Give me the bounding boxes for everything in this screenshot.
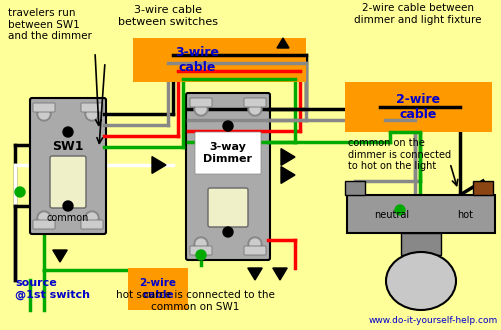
Circle shape: [87, 213, 97, 223]
Text: 3-wire cable
between switches: 3-wire cable between switches: [118, 5, 217, 27]
Circle shape: [37, 211, 51, 225]
Polygon shape: [272, 268, 287, 280]
Circle shape: [195, 104, 205, 114]
FancyBboxPatch shape: [400, 233, 440, 255]
Circle shape: [87, 109, 97, 119]
Ellipse shape: [385, 252, 455, 310]
Text: common: common: [47, 213, 89, 223]
Text: neutral: neutral: [374, 210, 409, 220]
Circle shape: [85, 107, 99, 121]
Circle shape: [247, 237, 262, 251]
Circle shape: [85, 211, 99, 225]
Circle shape: [193, 237, 207, 251]
Text: 2-wire cable between
dimmer and light fixture: 2-wire cable between dimmer and light fi…: [354, 3, 481, 25]
Circle shape: [222, 121, 232, 131]
Text: hot: hot: [456, 210, 472, 220]
Circle shape: [39, 213, 49, 223]
Text: 3-wire
cable: 3-wire cable: [175, 46, 218, 74]
Circle shape: [193, 102, 207, 116]
FancyBboxPatch shape: [186, 93, 270, 260]
FancyBboxPatch shape: [194, 132, 261, 174]
FancyBboxPatch shape: [50, 156, 86, 208]
FancyBboxPatch shape: [81, 220, 103, 229]
Text: 2-wire
cable: 2-wire cable: [139, 278, 176, 300]
Circle shape: [247, 102, 262, 116]
FancyBboxPatch shape: [344, 82, 491, 132]
Circle shape: [37, 107, 51, 121]
FancyBboxPatch shape: [243, 98, 266, 107]
Text: source
@1st switch: source @1st switch: [15, 278, 90, 300]
Text: hot source is connected to the
common on SW1: hot source is connected to the common on…: [115, 290, 274, 312]
FancyBboxPatch shape: [189, 98, 211, 107]
Text: travelers run
between SW1
and the dimmer: travelers run between SW1 and the dimmer: [8, 8, 92, 41]
Polygon shape: [281, 148, 295, 165]
FancyBboxPatch shape: [33, 103, 55, 112]
Circle shape: [394, 205, 404, 215]
Circle shape: [15, 187, 25, 197]
Circle shape: [222, 227, 232, 237]
Polygon shape: [281, 167, 295, 183]
Circle shape: [249, 239, 260, 249]
FancyBboxPatch shape: [133, 38, 306, 82]
Text: SW1: SW1: [52, 140, 84, 152]
FancyBboxPatch shape: [128, 268, 188, 310]
FancyBboxPatch shape: [346, 195, 494, 233]
Polygon shape: [247, 268, 262, 280]
Circle shape: [63, 127, 73, 137]
FancyBboxPatch shape: [344, 181, 364, 195]
Text: common on the
dimmer is connected
to hot on the light: common on the dimmer is connected to hot…: [347, 138, 450, 171]
FancyBboxPatch shape: [189, 246, 211, 255]
Circle shape: [195, 250, 205, 260]
FancyBboxPatch shape: [81, 103, 103, 112]
Text: 2-wire
cable: 2-wire cable: [395, 93, 439, 121]
FancyBboxPatch shape: [33, 220, 55, 229]
Polygon shape: [152, 157, 166, 173]
FancyBboxPatch shape: [207, 188, 247, 227]
Circle shape: [39, 109, 49, 119]
Polygon shape: [53, 250, 67, 262]
Polygon shape: [277, 38, 289, 48]
FancyBboxPatch shape: [30, 98, 106, 234]
Circle shape: [63, 201, 73, 211]
Text: 3-way
Dimmer: 3-way Dimmer: [203, 142, 252, 164]
Circle shape: [249, 104, 260, 114]
FancyBboxPatch shape: [472, 181, 492, 195]
Text: www.do-it-yourself-help.com: www.do-it-yourself-help.com: [368, 316, 497, 325]
FancyBboxPatch shape: [243, 246, 266, 255]
Circle shape: [195, 239, 205, 249]
